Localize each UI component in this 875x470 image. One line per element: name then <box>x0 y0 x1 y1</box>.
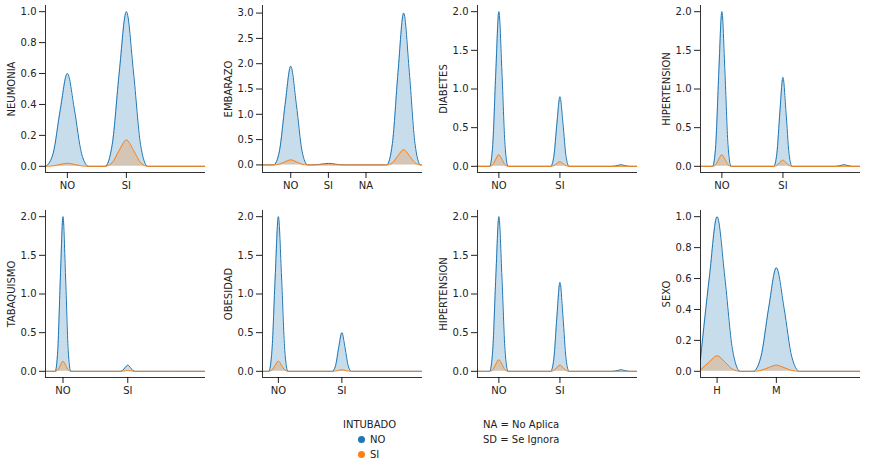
svg-text:1.0: 1.0 <box>21 6 37 17</box>
html-text:SI: SI <box>370 449 380 460</box>
svg-text:0.4: 0.4 <box>676 304 692 315</box>
svg-text:0.0: 0.0 <box>453 161 469 172</box>
svg-text:NO: NO <box>60 180 75 191</box>
svg-text:0.8: 0.8 <box>676 242 692 253</box>
svg-text:0.0: 0.0 <box>238 366 254 377</box>
svg-text:2.5: 2.5 <box>238 33 254 44</box>
svg-text:1.0: 1.0 <box>453 83 469 94</box>
svg-text:0.5: 0.5 <box>238 134 254 145</box>
svg-text:HIPERTENSION: HIPERTENSION <box>438 257 449 331</box>
svg-text:SI: SI <box>324 180 333 191</box>
svg-text:2.0: 2.0 <box>676 6 692 17</box>
svg-text:0.2: 0.2 <box>21 130 37 141</box>
svg-text:0.0: 0.0 <box>676 366 692 377</box>
svg-text:0.0: 0.0 <box>453 366 469 377</box>
svg-text:M: M <box>772 385 781 396</box>
svg-text:0.5: 0.5 <box>453 327 469 338</box>
svg-text:NO: NO <box>491 180 506 191</box>
svg-text:EMBARAZO: EMBARAZO <box>223 61 234 118</box>
svg-text:0.5: 0.5 <box>453 122 469 133</box>
svg-text:1.0: 1.0 <box>453 288 469 299</box>
svg-text:NO: NO <box>283 180 298 191</box>
html-text:NA = No Aplica: NA = No Aplica <box>483 419 560 430</box>
svg-text:0.0: 0.0 <box>238 159 254 170</box>
svg-text:SI: SI <box>122 180 131 191</box>
svg-text:NA: NA <box>359 180 373 191</box>
svg-text:SI: SI <box>778 180 787 191</box>
svg-text:2.0: 2.0 <box>238 211 254 222</box>
svg-text:1.5: 1.5 <box>453 250 469 261</box>
svg-text:TABAQUISMO: TABAQUISMO <box>6 261 17 329</box>
svg-text:NO: NO <box>55 385 70 396</box>
svg-text:1.0: 1.0 <box>676 211 692 222</box>
svg-text:NO: NO <box>271 385 286 396</box>
svg-text:SEXO: SEXO <box>661 280 672 307</box>
svg-text:0.8: 0.8 <box>21 37 37 48</box>
svg-text:2.0: 2.0 <box>453 211 469 222</box>
svg-text:2.0: 2.0 <box>453 6 469 17</box>
svg-text:1.5: 1.5 <box>238 250 254 261</box>
svg-text:HIPERTENSION: HIPERTENSION <box>661 52 672 126</box>
svg-text:SI: SI <box>555 180 564 191</box>
svg-text:0.0: 0.0 <box>21 366 37 377</box>
svg-text:2.0: 2.0 <box>21 211 37 222</box>
svg-text:0.5: 0.5 <box>238 327 254 338</box>
html-text:INTUBADO: INTUBADO <box>343 419 397 430</box>
svg-text:DIABETES: DIABETES <box>438 64 449 113</box>
svg-text:1.5: 1.5 <box>453 45 469 56</box>
svg-text:NO: NO <box>491 385 506 396</box>
svg-text:1.5: 1.5 <box>676 45 692 56</box>
svg-text:1.0: 1.0 <box>21 288 37 299</box>
svg-text:NEUMONIA: NEUMONIA <box>6 61 17 116</box>
svg-text:NO: NO <box>714 180 729 191</box>
svg-text:0.0: 0.0 <box>21 161 37 172</box>
svg-text:1.5: 1.5 <box>21 250 37 261</box>
svg-text:OBESIDAD: OBESIDAD <box>223 267 234 320</box>
svg-text:1.5: 1.5 <box>238 83 254 94</box>
svg-text:0.6: 0.6 <box>676 273 692 284</box>
svg-text:0.4: 0.4 <box>21 99 37 110</box>
svg-text:SI: SI <box>555 385 564 396</box>
svg-text:H: H <box>713 385 721 396</box>
svg-text:SI: SI <box>123 385 132 396</box>
svg-text:0.0: 0.0 <box>676 161 692 172</box>
svg-text:0.5: 0.5 <box>676 122 692 133</box>
svg-text:0.5: 0.5 <box>21 327 37 338</box>
svg-text:1.0: 1.0 <box>238 288 254 299</box>
svg-text:SI: SI <box>337 385 346 396</box>
html-text:NO: NO <box>370 434 386 445</box>
svg-text:0.6: 0.6 <box>21 68 37 79</box>
svg-text:0.2: 0.2 <box>676 335 692 346</box>
svg-text:1.0: 1.0 <box>676 83 692 94</box>
svg-text:2.0: 2.0 <box>238 58 254 69</box>
html-text:SD = Se Ignora: SD = Se Ignora <box>483 434 560 445</box>
svg-text:1.0: 1.0 <box>238 109 254 120</box>
svg-text:3.0: 3.0 <box>238 7 254 18</box>
